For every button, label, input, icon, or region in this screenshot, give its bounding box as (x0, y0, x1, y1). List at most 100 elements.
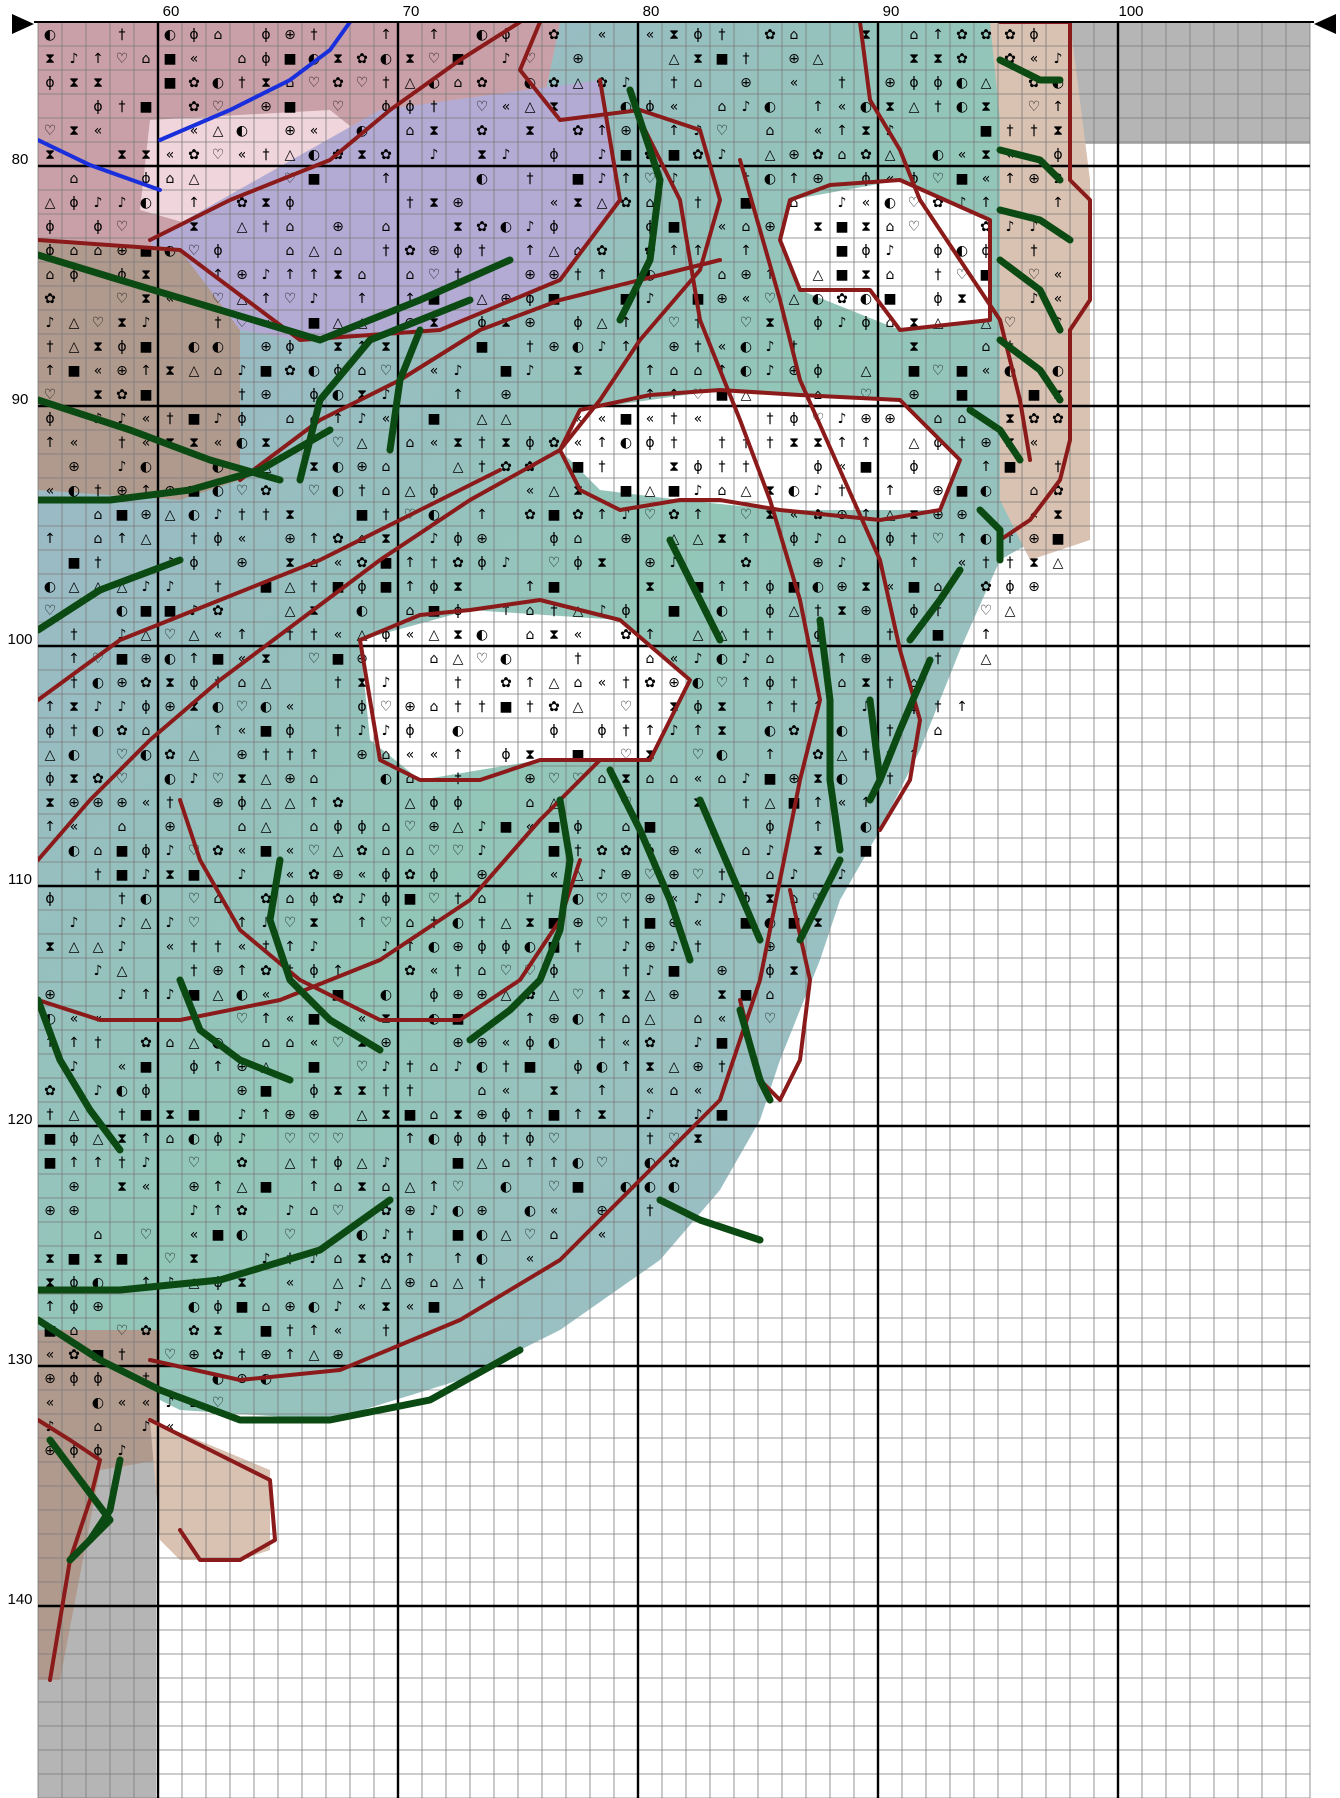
stitch-symbol: ↑ (524, 675, 536, 691)
stitch-symbol: ♡ (116, 51, 129, 67)
stitch-symbol: ✿ (380, 1203, 392, 1219)
stitch-symbol: ɸ (501, 747, 510, 763)
stitch-symbol: † (647, 1203, 654, 1219)
stitch-symbol: « (286, 867, 295, 883)
stitch-symbol: ɸ (765, 675, 774, 691)
stitch-symbol: « (70, 819, 79, 835)
stitch-symbol: ♡ (908, 219, 921, 235)
stitch-symbol: ɸ (453, 243, 462, 259)
stitch-symbol: ♪ (382, 1155, 391, 1171)
stitch-symbol: ◐ (524, 1203, 536, 1219)
stitch-symbol: ■ (67, 1251, 80, 1267)
stitch-symbol: ◐ (236, 435, 248, 451)
stitch-symbol: ⊕ (596, 1203, 608, 1219)
stitch-symbol: ⧗ (165, 675, 175, 691)
stitch-symbol: △ (669, 531, 680, 547)
stitch-symbol: ⧗ (165, 1107, 175, 1123)
stitch-symbol: ⌂ (286, 1035, 295, 1051)
stitch-symbol: ◐ (740, 363, 752, 379)
stitch-symbol: △ (885, 147, 896, 163)
stitch-symbol: † (767, 411, 774, 427)
stitch-symbol: ⧗ (909, 51, 919, 67)
stitch-symbol: † (119, 891, 126, 907)
stitch-symbol: ⌂ (718, 99, 727, 115)
stitch-symbol: ⌂ (622, 1011, 631, 1027)
stitch-symbol: ■ (667, 483, 680, 499)
stitch-symbol: « (286, 1011, 295, 1027)
stitch-symbol: △ (381, 1275, 392, 1291)
stitch-symbol: ⊕ (860, 651, 872, 667)
stitch-symbol: ♡ (284, 915, 297, 931)
stitch-symbol: « (718, 219, 727, 235)
stitch-symbol: ⊕ (452, 195, 464, 211)
stitch-symbol: ■ (427, 411, 440, 427)
stitch-symbol: ■ (115, 867, 128, 883)
stitch-symbol: ✿ (92, 771, 104, 787)
stitch-symbol: ↑ (1004, 171, 1016, 187)
stitch-symbol: † (935, 267, 942, 283)
stitch-symbol: † (671, 411, 678, 427)
stitch-symbol: ✿ (500, 675, 512, 691)
stitch-symbol: ✿ (620, 843, 632, 859)
stitch-symbol: ♡ (908, 195, 921, 211)
stitch-symbol: « (598, 411, 607, 427)
stitch-symbol: † (575, 843, 582, 859)
stitch-symbol: △ (357, 1107, 368, 1123)
stitch-symbol: ✿ (668, 507, 680, 523)
stitch-symbol: ↑ (212, 267, 224, 283)
stitch-symbol: ■ (115, 1251, 128, 1267)
stitch-symbol: ✿ (692, 147, 704, 163)
stitch-symbol: ⊕ (836, 579, 848, 595)
stitch-symbol: ⧗ (813, 435, 823, 451)
stitch-symbol: † (263, 147, 270, 163)
stitch-symbol: ɸ (381, 867, 390, 883)
stitch-symbol: ♡ (596, 1155, 609, 1171)
stitch-symbol: ⧗ (381, 1107, 391, 1123)
stitch-symbol: « (262, 987, 271, 1003)
stitch-symbol: ⌂ (310, 1203, 319, 1219)
stitch-symbol: † (143, 1371, 150, 1387)
stitch-symbol: † (743, 51, 750, 67)
stitch-symbol: ⊕ (428, 819, 440, 835)
stitch-symbol: ♡ (1028, 99, 1041, 115)
stitch-symbol: △ (261, 819, 272, 835)
stitch-symbol: ɸ (45, 891, 54, 907)
stitch-symbol: ♡ (860, 387, 873, 403)
stitch-symbol: ɸ (765, 963, 774, 979)
stitch-symbol: ♡ (284, 291, 297, 307)
stitch-symbol: ⧗ (669, 699, 679, 715)
stitch-symbol: ⊕ (644, 939, 656, 955)
stitch-symbol: ⌂ (166, 1035, 175, 1051)
stitch-symbol: ↑ (284, 939, 296, 955)
stitch-symbol: ■ (907, 579, 920, 595)
stitch-symbol: ♪ (118, 915, 127, 931)
stitch-symbol: † (503, 1131, 510, 1147)
stitch-symbol: ■ (451, 1227, 464, 1243)
stitch-symbol: ↑ (716, 579, 728, 595)
stitch-symbol: ⧗ (93, 339, 103, 355)
stitch-symbol: ♪ (382, 675, 391, 691)
stitch-symbol: ♪ (94, 1083, 103, 1099)
stitch-symbol: ■ (283, 51, 296, 67)
stitch-symbol: ↑ (980, 195, 992, 211)
stitch-symbol: ⧗ (45, 795, 55, 811)
stitch-symbol: △ (189, 363, 200, 379)
stitch-symbol: † (743, 459, 750, 475)
stitch-symbol: ♡ (740, 315, 753, 331)
stitch-symbol: ◐ (140, 747, 152, 763)
stitch-symbol: ↑ (860, 435, 872, 451)
stitch-symbol: ⌂ (406, 435, 415, 451)
stitch-symbol: ⌂ (526, 603, 535, 619)
stitch-symbol: ⊕ (908, 387, 920, 403)
stitch-symbol: ɸ (285, 195, 294, 211)
stitch-symbol: ⊕ (188, 1179, 200, 1195)
stitch-symbol: ◐ (92, 723, 104, 739)
stitch-symbol: † (719, 459, 726, 475)
stitch-symbol: ɸ (861, 243, 870, 259)
stitch-symbol: ◐ (716, 747, 728, 763)
stitch-symbol: ⧗ (573, 363, 583, 379)
stitch-symbol: ♡ (164, 627, 177, 643)
stitch-symbol: † (503, 1059, 510, 1075)
stitch-symbol: ↑ (1004, 531, 1016, 547)
stitch-symbol: ◐ (44, 27, 56, 43)
